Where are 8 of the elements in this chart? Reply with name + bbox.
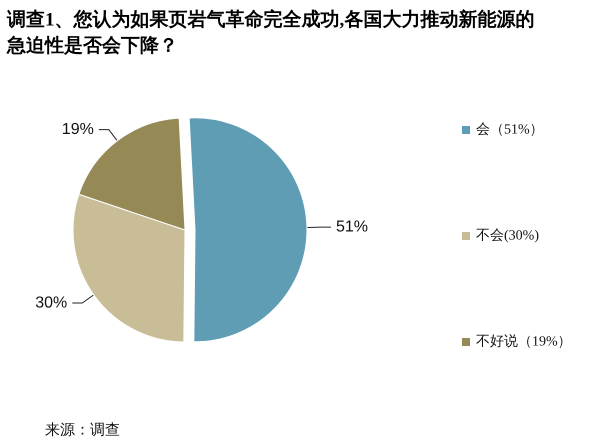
data-label: 51% [336,218,368,236]
source-note: 来源：调查 [45,422,120,438]
legend-label: 会（51%） [476,122,544,138]
data-label: 19% [62,121,94,138]
legend-label: 不好说（19%） [476,334,572,350]
data-label: 30% [35,294,68,312]
chart-title: 调查1、您认为如果页岩气革命完全成功,各国大力推动新能源的急迫性是否会下降？ [6,8,534,56]
legend-label: 不会(30%) [476,228,540,244]
